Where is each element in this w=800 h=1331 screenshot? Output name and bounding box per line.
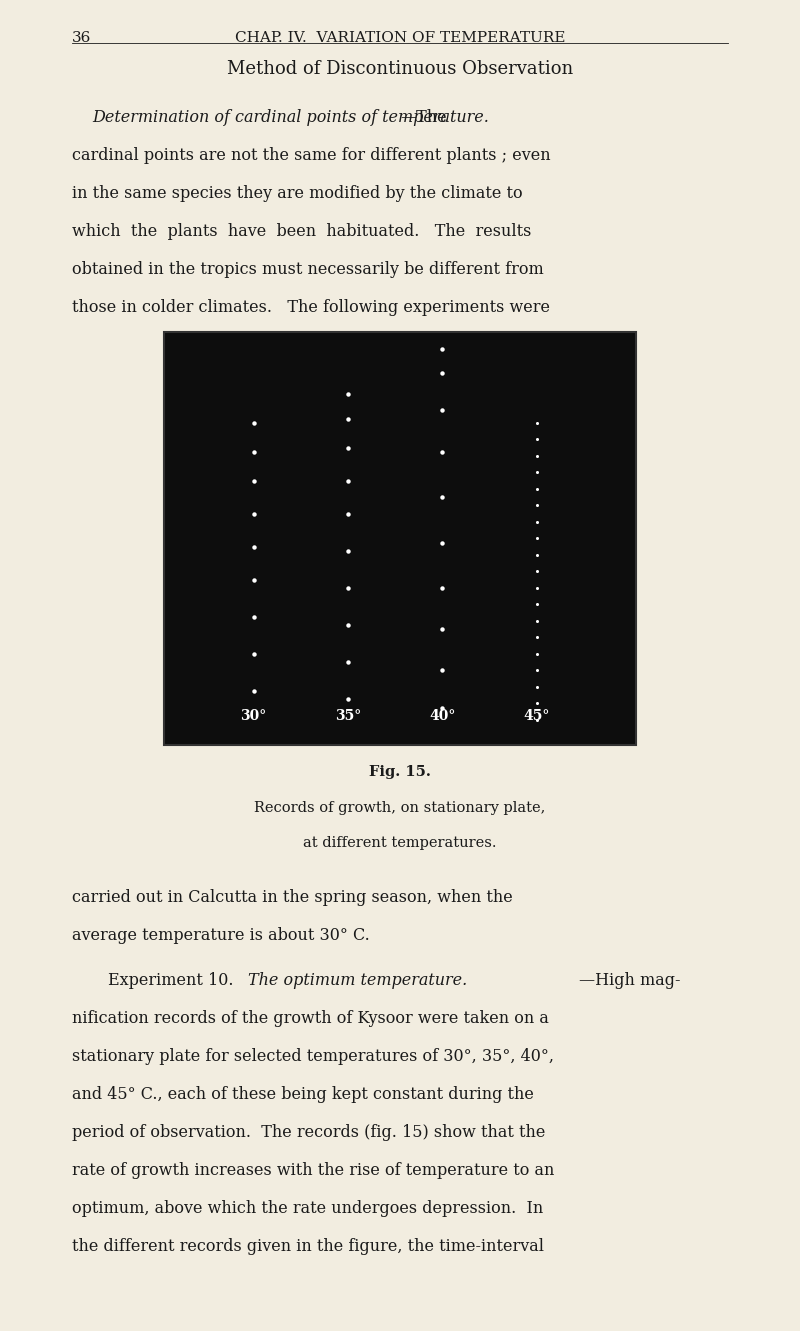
Text: average temperature is about 30° C.: average temperature is about 30° C.: [72, 926, 370, 944]
Text: nification records of the growth of Kysoor were taken on a: nification records of the growth of Kyso…: [72, 1010, 549, 1028]
Text: CHAP. IV.  VARIATION OF TEMPERATURE: CHAP. IV. VARIATION OF TEMPERATURE: [234, 31, 566, 45]
Text: rate of growth increases with the rise of temperature to an: rate of growth increases with the rise o…: [72, 1162, 554, 1179]
Text: Determination of cardinal points of temperature.: Determination of cardinal points of temp…: [92, 109, 489, 126]
Text: Fig. 15.: Fig. 15.: [369, 764, 431, 779]
Text: 45°: 45°: [524, 709, 550, 723]
Text: 40°: 40°: [430, 709, 456, 723]
Text: Method of Discontinuous Observation: Method of Discontinuous Observation: [227, 60, 573, 79]
Text: period of observation.  The records (fig. 15) show that the: period of observation. The records (fig.…: [72, 1123, 546, 1141]
Text: Records of growth, on stationary plate,: Records of growth, on stationary plate,: [254, 801, 546, 815]
Text: and 45° C., each of these being kept constant during the: and 45° C., each of these being kept con…: [72, 1086, 534, 1103]
Text: cardinal points are not the same for different plants ; even: cardinal points are not the same for dif…: [72, 146, 550, 164]
Text: in the same species they are modified by the climate to: in the same species they are modified by…: [72, 185, 522, 202]
Text: Experiment 10.: Experiment 10.: [108, 972, 234, 989]
Text: obtained in the tropics must necessarily be different from: obtained in the tropics must necessarily…: [72, 261, 544, 278]
Text: The optimum temperature.: The optimum temperature.: [248, 972, 467, 989]
Text: carried out in Calcutta in the spring season, when the: carried out in Calcutta in the spring se…: [72, 889, 513, 905]
Text: 36: 36: [72, 31, 91, 45]
Text: 35°: 35°: [335, 709, 362, 723]
Text: which  the  plants  have  been  habituated.   The  results: which the plants have been habituated. T…: [72, 222, 531, 240]
Text: —High mag-: —High mag-: [579, 972, 681, 989]
Text: the different records given in the figure, the time-interval: the different records given in the figur…: [72, 1238, 544, 1255]
Text: those in colder climates.   The following experiments were: those in colder climates. The following …: [72, 298, 550, 315]
Text: at different temperatures.: at different temperatures.: [303, 836, 497, 849]
Text: —The: —The: [400, 109, 446, 126]
Bar: [164, 331, 636, 744]
Text: 30°: 30°: [241, 709, 267, 723]
Text: optimum, above which the rate undergoes depression.  In: optimum, above which the rate undergoes …: [72, 1199, 543, 1217]
Text: stationary plate for selected temperatures of 30°, 35°, 40°,: stationary plate for selected temperatur…: [72, 1047, 554, 1065]
